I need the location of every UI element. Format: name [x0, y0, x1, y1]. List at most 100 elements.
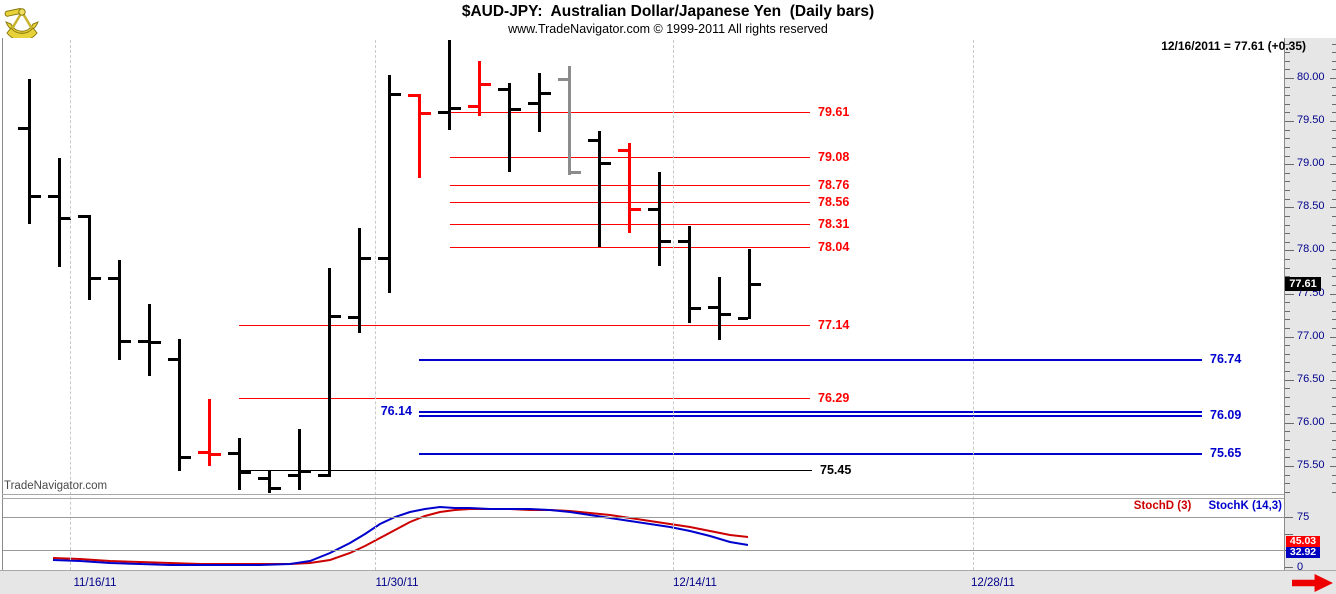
price-axis-tick [1285, 121, 1294, 122]
price-axis-tick [1285, 440, 1290, 441]
price-axis-tick [1285, 225, 1290, 226]
price-axis-tick [1285, 156, 1290, 157]
price-axis-tick [1332, 319, 1336, 320]
price-axis-tick [1332, 156, 1336, 157]
price-axis-tick [1332, 181, 1336, 182]
price-axis-label: 75.50 [1297, 459, 1325, 471]
price-axis-tick [1285, 311, 1290, 312]
price-axis-tick [1285, 95, 1290, 96]
price-axis-label: 79.00 [1297, 157, 1325, 169]
price-axis-tick [1285, 492, 1290, 493]
price-axis-tick [1285, 199, 1290, 200]
ohlc-bar-range [628, 143, 631, 233]
stoch-axis-label: 75 [1297, 511, 1310, 523]
ohlc-bar-close-tick [361, 257, 371, 260]
ohlc-bar-open-tick [348, 316, 358, 319]
price-axis-tick [1332, 431, 1336, 432]
ohlc-bar-open-tick [558, 78, 568, 81]
price-axis-tick [1332, 199, 1336, 200]
price-axis-tick [1330, 207, 1336, 208]
price-axis-tick [1285, 181, 1290, 182]
price-axis-tick [1285, 328, 1290, 329]
price-axis-tick [1285, 104, 1290, 105]
ohlc-bar-range [148, 304, 151, 376]
stochk-value-badge: 32.92 [1286, 547, 1320, 558]
ohlc-bar-open-tick [738, 317, 748, 320]
price-axis-tick [1332, 112, 1336, 113]
level-label-78.76: 78.76 [818, 178, 850, 192]
ohlc-bar-open-tick [228, 452, 238, 455]
level-line-76.14 [419, 411, 1202, 413]
panel-border [0, 570, 1336, 571]
ohlc-bar-close-tick [661, 240, 671, 243]
ohlc-bar-open-tick [78, 215, 88, 218]
price-axis-tick [1285, 52, 1290, 53]
price-axis-tick [1285, 362, 1290, 363]
price-axis-tick [1332, 397, 1336, 398]
price-axis-tick [1285, 112, 1290, 113]
level-line-77.14 [239, 325, 810, 326]
price-axis-tick [1330, 380, 1336, 381]
level-line-75.65 [419, 453, 1202, 455]
stoch-axis-tick [1285, 567, 1293, 568]
level-line-76.74 [419, 359, 1202, 361]
ohlc-bar-range [508, 83, 511, 172]
price-axis-tick [1285, 138, 1290, 139]
price-axis-tick [1332, 233, 1336, 234]
price-axis-tick [1285, 242, 1290, 243]
price-axis-tick [1332, 345, 1336, 346]
level-label-76.14: 76.14 [380, 404, 412, 418]
ohlc-bar-range [328, 268, 331, 477]
price-axis-tick [1332, 147, 1336, 148]
ohlc-bar-close-tick [511, 108, 521, 111]
ohlc-bar-close-tick [391, 93, 401, 96]
price-axis-tick [1285, 44, 1290, 45]
chart-subtitle: www.TradeNavigator.com © 1999-2011 All r… [508, 22, 828, 36]
price-axis-tick [1285, 216, 1290, 217]
ohlc-bar-open-tick [198, 451, 208, 454]
price-axis-tick [1330, 294, 1336, 295]
chart-title: $AUD-JPY: Australian Dollar/Japanese Yen… [461, 3, 875, 20]
level-label-76.74: 76.74 [1210, 352, 1242, 366]
price-axis-tick [1332, 475, 1336, 476]
price-axis-tick [1330, 466, 1336, 467]
ohlc-bar-close-tick [91, 277, 101, 280]
price-axis-tick [1332, 44, 1336, 45]
price-axis-tick [1285, 466, 1294, 467]
level-label-79.08: 79.08 [818, 150, 850, 164]
price-axis-tick [1330, 337, 1336, 338]
price-axis-tick [1332, 69, 1336, 70]
level-label-78.31: 78.31 [818, 217, 850, 231]
price-axis-tick [1285, 449, 1290, 450]
ohlc-bar-open-tick [258, 477, 268, 480]
price-axis-tick [1285, 414, 1290, 415]
ohlc-bar-open-tick [588, 139, 598, 142]
stoch-axis-label: 0 [1297, 561, 1304, 573]
vertical-gridline [673, 40, 674, 570]
ohlc-bar-close-tick [451, 107, 461, 110]
ohlc-bar-close-tick [631, 208, 641, 211]
price-axis-tick [1285, 337, 1294, 338]
price-axis-tick [1332, 311, 1336, 312]
level-label-76.09: 76.09 [1210, 408, 1242, 422]
ohlc-bar-close-tick [61, 217, 71, 220]
ohlc-bar-range [268, 470, 271, 493]
level-label-77.14: 77.14 [818, 318, 850, 332]
ohlc-bar-open-tick [168, 358, 178, 361]
price-axis-tick [1332, 371, 1336, 372]
ohlc-bar-close-tick [271, 487, 281, 490]
level-label-75.65: 75.65 [1210, 446, 1242, 460]
price-axis-tick [1285, 388, 1290, 389]
date-axis-label: 11/30/11 [375, 577, 419, 589]
price-axis-tick [1332, 440, 1336, 441]
vertical-gridline [973, 40, 974, 570]
trade-navigator-logo-icon [4, 8, 39, 39]
ohlc-bar-range [118, 260, 121, 360]
price-axis-tick [1332, 190, 1336, 191]
ohlc-bar-open-tick [288, 474, 298, 477]
stoch-gridline [2, 550, 1284, 551]
ohlc-bar-close-tick [421, 112, 431, 115]
ohlc-bar-close-tick [121, 340, 131, 343]
price-axis-tick [1330, 121, 1336, 122]
price-axis-tick [1332, 138, 1336, 139]
